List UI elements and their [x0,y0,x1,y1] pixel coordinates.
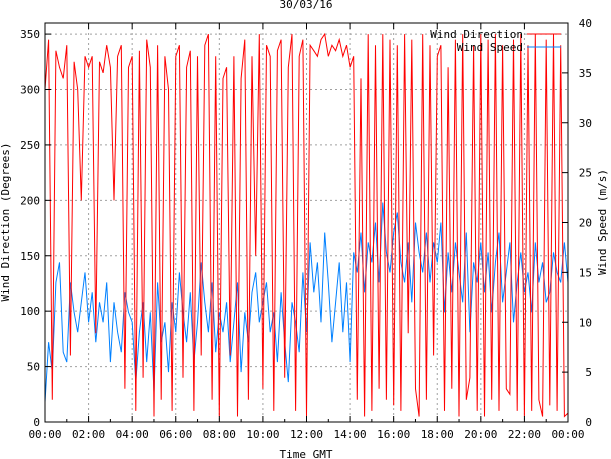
x-tick-label: 14:00 [334,428,367,441]
y-tick-label: 0 [33,416,40,429]
chart-title: 30/03/16 [280,0,333,11]
y-tick-label: 150 [20,250,40,263]
axis-ticks: 00:00 02:00 04:00 06:00 08:00 10:00 12:00 14:00… [20,17,592,441]
y2-tick-label: 25 [579,167,592,180]
x-tick-label: 02:00 [72,428,105,441]
legend: Wind Direction Wind Speed [430,28,561,54]
y-tick-label: 200 [20,194,40,207]
x-tick-label: 10:00 [246,428,279,441]
x-tick-label: 00:00 [551,428,584,441]
y2-tick-label: 10 [579,316,592,329]
x-tick-label: 20:00 [464,428,497,441]
y2-axis-label: Wind Speed (m/s) [596,169,609,275]
y2-tick-label: 20 [579,217,592,230]
y-tick-label: 300 [20,84,40,97]
y2-tick-label: 0 [585,416,592,429]
y2-tick-label: 5 [585,366,592,379]
x-tick-label: 08:00 [203,428,236,441]
y2-tick-label: 30 [579,117,592,130]
x-axis-label: Time GMT [280,448,333,459]
series-line-wind-speed [44,202,569,403]
x-tick-label: 18:00 [421,428,454,441]
x-tick-label: 12:00 [290,428,323,441]
y-axis-label: Wind Direction (Degrees) [0,143,12,302]
legend-label-wind-direction: Wind Direction [430,28,523,41]
x-tick-label: 16:00 [377,428,410,441]
y2-tick-label: 40 [579,17,592,30]
y-tick-label: 50 [27,361,40,374]
x-tick-label: 06:00 [159,428,192,441]
y2-tick-label: 35 [579,67,592,80]
y-tick-label: 250 [20,139,40,152]
y-tick-label: 100 [20,305,40,318]
y2-tick-label: 15 [579,266,592,279]
x-tick-label: 00:00 [28,428,61,441]
x-tick-label: 22:00 [508,428,541,441]
x-tick-label: 04:00 [116,428,149,441]
legend-label-wind-speed: Wind Speed [457,41,523,54]
y-tick-label: 350 [20,28,40,41]
